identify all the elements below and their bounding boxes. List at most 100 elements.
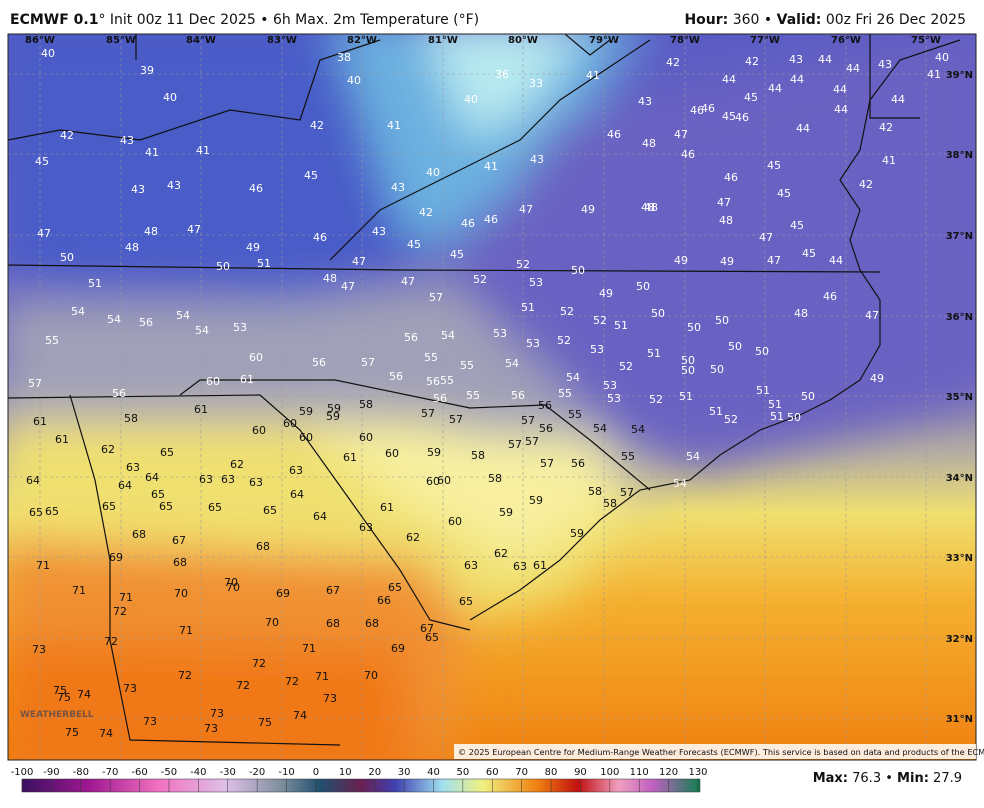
temperature-label: 65 — [263, 504, 277, 517]
temperature-label: 45 — [722, 110, 736, 123]
colorbar-tick-label: 10 — [339, 767, 352, 778]
temperature-label: 50 — [715, 314, 729, 327]
temperature-label: 52 — [557, 334, 571, 347]
temperature-label: 65 — [208, 501, 222, 514]
temperature-label: 72 — [285, 675, 299, 688]
temperature-label: 58 — [124, 412, 138, 425]
temperature-label: 56 — [139, 316, 153, 329]
valid-label: Valid: — [776, 12, 822, 28]
colorbar-tick-label: 80 — [545, 767, 558, 778]
colorbar-tick-label: 0 — [313, 767, 319, 778]
temperature-label: 46 — [249, 182, 263, 195]
temperature-label: 61 — [194, 403, 208, 416]
temperature-label: 46 — [607, 128, 621, 141]
temperature-label: 51 — [679, 390, 693, 403]
temperature-label: 33 — [529, 77, 543, 90]
temperature-label: 70 — [265, 616, 279, 629]
temperature-label: 57 — [361, 356, 375, 369]
temperature-label: 62 — [494, 547, 508, 560]
temperature-label: 56 — [389, 370, 403, 383]
temperature-label: 51 — [88, 277, 102, 290]
temperature-label: 60 — [426, 475, 440, 488]
temperature-label: 60 — [283, 417, 297, 430]
temperature-label: 67 — [420, 622, 434, 635]
temperature-label: 46 — [681, 148, 695, 161]
temperature-label: 63 — [513, 560, 527, 573]
temperature-label: 53 — [526, 337, 540, 350]
temperature-label: 71 — [315, 670, 329, 683]
temperature-label: 45 — [304, 169, 318, 182]
temperature-label: 61 — [380, 501, 394, 514]
temperature-label: 60 — [206, 375, 220, 388]
colorbar — [21, 778, 701, 793]
temperature-label: 50 — [687, 321, 701, 334]
colorbar-tick-label: -100 — [11, 767, 34, 778]
temperature-label: 36 — [495, 68, 509, 81]
temperature-label: 49 — [246, 241, 260, 254]
temperature-label: 52 — [649, 393, 663, 406]
colorbar-tick-label: -60 — [131, 767, 147, 778]
max: 76.3 — [852, 771, 882, 786]
colorbar-tick-label: 100 — [600, 767, 619, 778]
temperature-label: 46 — [690, 104, 704, 117]
temperature-label: 57 — [525, 435, 539, 448]
temperature-label: 75 — [258, 716, 272, 729]
separator: • — [885, 771, 893, 786]
temperature-label: 60 — [249, 351, 263, 364]
temperature-label: 55 — [45, 334, 59, 347]
temperature-label: 46 — [735, 111, 749, 124]
temperature-label: 40 — [41, 47, 55, 60]
temperature-label: 58 — [488, 472, 502, 485]
min: 27.9 — [933, 771, 962, 786]
temperature-label: 47 — [401, 275, 415, 288]
temperature-label: 73 — [323, 692, 337, 705]
temperature-label: 44 — [796, 122, 810, 135]
temperature-label: 68 — [326, 617, 340, 630]
temperature-label: 50 — [681, 364, 695, 377]
temperature-label: 65 — [29, 506, 43, 519]
temperature-label: 48 — [144, 225, 158, 238]
temperature-label: 50 — [651, 307, 665, 320]
temperature-label: 55 — [558, 387, 572, 400]
temperature-label: 65 — [425, 631, 439, 644]
temperature-label: 63 — [221, 473, 235, 486]
latitude-label: 33°N — [946, 553, 973, 564]
temperature-label: 47 — [674, 128, 688, 141]
temperature-label: 60 — [359, 431, 373, 444]
temperature-label: 64 — [26, 474, 40, 487]
temperature-label: 52 — [593, 314, 607, 327]
colorbar-tick-label: 40 — [427, 767, 440, 778]
latitude-label: 39°N — [946, 70, 973, 81]
temperature-label: 72 — [104, 635, 118, 648]
longitude-label: 84°W — [186, 35, 216, 46]
colorbar-tick-label: -20 — [249, 767, 265, 778]
temperature-label: 45 — [35, 155, 49, 168]
temperature-label: 40 — [347, 74, 361, 87]
temperature-label: 60 — [448, 515, 462, 528]
temperature-label: 70 — [364, 669, 378, 682]
temperature-label: 48 — [641, 201, 655, 214]
temperature-label: 55 — [621, 450, 635, 463]
temperature-label: 48 — [644, 201, 658, 214]
temperature-label: 43 — [530, 153, 544, 166]
temperature-label: 72 — [236, 679, 250, 692]
temperature-label: 74 — [99, 727, 113, 740]
temperature-label: 47 — [519, 203, 533, 216]
temperature-label: 54 — [176, 309, 190, 322]
temperature-label: 43 — [120, 134, 134, 147]
temperature-label: 65 — [102, 500, 116, 513]
temperature-label: 57 — [508, 438, 522, 451]
temperature-label: 54 — [195, 324, 209, 337]
temperature-label: 57 — [521, 414, 535, 427]
temperature-label: 72 — [252, 657, 266, 670]
temperature-label: 43 — [372, 225, 386, 238]
temperature-label: 61 — [240, 373, 254, 386]
temperature-label: 71 — [302, 642, 316, 655]
temperature-label: 45 — [802, 247, 816, 260]
temperature-label: 63 — [464, 559, 478, 572]
temperature-label: 43 — [167, 179, 181, 192]
temperature-label: 57 — [421, 407, 435, 420]
temperature-label: 42 — [666, 56, 680, 69]
temperature-label: 45 — [407, 238, 421, 251]
temperature-label: 44 — [768, 82, 782, 95]
